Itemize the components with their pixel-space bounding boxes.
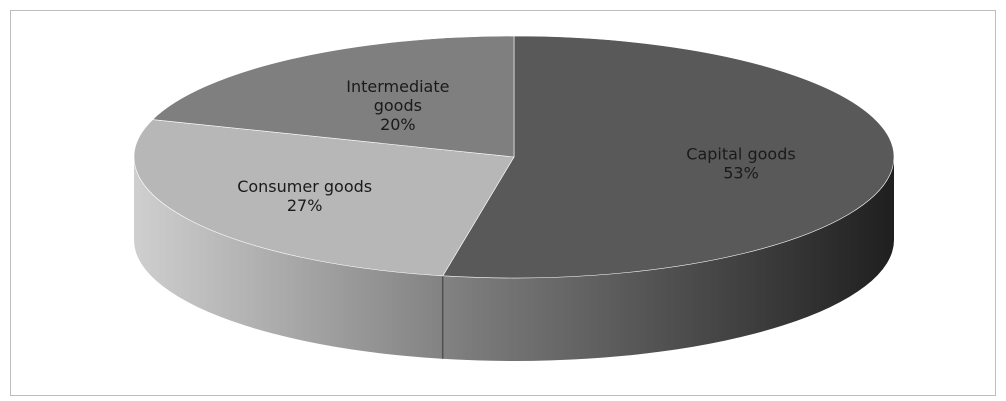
slice-intermediate-goods <box>151 35 515 158</box>
slice-value-label: 27% <box>287 196 323 215</box>
slice-name-label: Intermediate <box>346 77 449 96</box>
slice-consumer-goods <box>133 119 515 277</box>
slice-name-label: Consumer goods <box>237 177 372 196</box>
pie-chart: Capital goods 53% Consumer goods 27% Interme… <box>133 35 895 361</box>
slice-label-capital-goods: Capital goods 53% <box>686 144 795 182</box>
slice-value-label: 53% <box>723 163 759 182</box>
slice-capital-goods <box>442 35 895 279</box>
slice-name-label: Capital goods <box>686 144 795 163</box>
slice-value-label: 20% <box>380 115 416 134</box>
slice-name-label: goods <box>374 96 422 115</box>
slice-label-consumer-goods: Consumer goods 27% <box>237 177 372 215</box>
pie-top-layer <box>133 35 895 279</box>
chart-area: Capital goods 53% Consumer goods 27% Interme… <box>10 10 996 396</box>
pie-side-layer <box>134 157 894 361</box>
slice-label-intermediate-goods: Intermediate goods 20% <box>346 77 449 134</box>
pie-labels-layer: Capital goods 53% Consumer goods 27% Interme… <box>237 77 795 215</box>
pie-side-wall <box>134 157 894 361</box>
